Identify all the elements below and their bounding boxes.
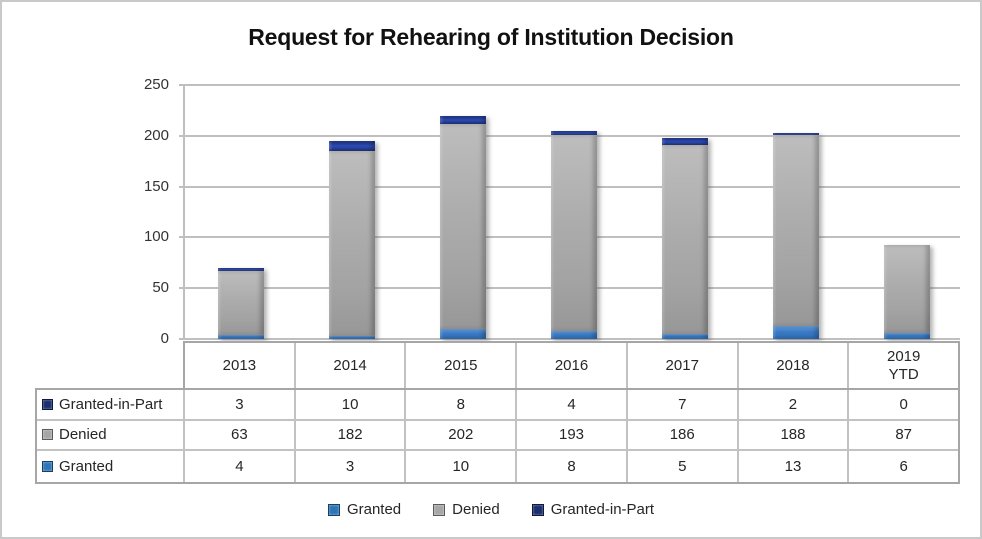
bar-segment-granted-in-part bbox=[661, 137, 708, 145]
bar-segment-denied bbox=[217, 270, 264, 335]
table-value-cell: 87 bbox=[895, 426, 913, 444]
bar-2015 bbox=[439, 115, 486, 339]
bar-segment-denied bbox=[772, 134, 819, 326]
table-row-denied: Denied 63 182 202 193 186 188 87 bbox=[37, 420, 958, 452]
bar-2018 bbox=[772, 132, 819, 339]
table-value-cell: 6 bbox=[899, 458, 908, 476]
table-value-cell: 7 bbox=[628, 390, 739, 419]
bar-segment-denied bbox=[550, 134, 597, 331]
row-label-cell: Granted-in-Part bbox=[37, 390, 185, 419]
table-value-cell: 63 bbox=[185, 420, 296, 450]
bar-segment-granted-in-part bbox=[550, 130, 597, 135]
plot-area: 0 50 100 150 200 250 bbox=[144, 76, 960, 347]
chart-title: Request for Rehearing of Institution Dec… bbox=[248, 24, 734, 50]
table-value-cell: 8 bbox=[406, 390, 518, 419]
legend-item-denied: Denied bbox=[433, 501, 500, 518]
row-label: Denied bbox=[59, 426, 107, 444]
gridline-0 bbox=[179, 338, 960, 340]
legend-item-granted: Granted bbox=[327, 501, 402, 518]
bar-segment-granted bbox=[439, 328, 486, 339]
bar-segment-granted bbox=[217, 334, 264, 339]
series-key-icon bbox=[42, 429, 53, 441]
table-row-granted-in-part: Granted-in-Part 3 10 8 4 7 2 0 bbox=[37, 390, 958, 421]
year-header-cell: 2019 YTD bbox=[886, 348, 921, 383]
year-header-cell: 2014 bbox=[296, 343, 407, 388]
table-value-cell: 10 bbox=[406, 451, 518, 482]
table-value-cell: 182 bbox=[296, 420, 407, 450]
row-label-cell: Granted bbox=[37, 451, 185, 482]
gridline-250 bbox=[179, 84, 960, 86]
y-axis-tick-label: 50 bbox=[152, 279, 169, 297]
table-value-cell: 3 bbox=[185, 390, 296, 419]
bar-segment-granted-in-part bbox=[772, 132, 819, 135]
table-value-cell: 193 bbox=[517, 420, 628, 450]
legend-label: Denied bbox=[452, 501, 500, 518]
y-axis-tick-label: 250 bbox=[143, 76, 169, 93]
table-value-cell: 8 bbox=[517, 451, 628, 482]
bar-segment-granted bbox=[661, 333, 708, 339]
year-header-cell: 2017 bbox=[628, 343, 739, 388]
row-label: Granted bbox=[59, 458, 114, 476]
series-key-icon bbox=[42, 461, 53, 473]
legend-key-icon bbox=[433, 503, 446, 516]
data-table-header-row: 2013 2014 2015 2016 2017 2018 2019 YTD bbox=[183, 341, 960, 390]
table-value-cell: 3 bbox=[296, 451, 407, 482]
data-table-body: Granted-in-Part 3 10 8 4 7 2 0 Denied 63 182 202 193… bbox=[35, 388, 960, 484]
y-axis-tick-label: 0 bbox=[160, 330, 169, 347]
table-value-cell: 10 bbox=[296, 390, 407, 419]
table-row-granted: Granted 4 3 10 8 5 13 6 bbox=[37, 451, 958, 482]
table-value-cell: 13 bbox=[739, 451, 850, 482]
legend-key-icon bbox=[531, 503, 544, 516]
bar-segment-granted-in-part bbox=[217, 267, 264, 271]
series-key-icon bbox=[42, 398, 53, 410]
legend-label: Granted bbox=[346, 501, 402, 518]
bar-segment-granted bbox=[772, 325, 819, 339]
year-header-cell: 2013 bbox=[185, 343, 296, 388]
bar-segment-granted bbox=[328, 335, 375, 339]
bar-2014 bbox=[328, 140, 375, 339]
year-header-cell: 2016 bbox=[517, 343, 628, 388]
bar-2016 bbox=[550, 130, 597, 339]
table-value-cell: 4 bbox=[517, 390, 628, 419]
table-value-cell: 188 bbox=[739, 420, 850, 450]
bar-segment-denied bbox=[439, 123, 486, 329]
y-axis-tick-label: 150 bbox=[143, 177, 169, 195]
bar-2019-ytd bbox=[883, 244, 930, 339]
bar-segment-granted bbox=[550, 330, 597, 339]
chart-legend: Granted Denied Granted-in-Part bbox=[2, 501, 980, 518]
table-value-cell: 186 bbox=[628, 420, 739, 450]
bar-segment-granted bbox=[883, 332, 930, 339]
bar-2017 bbox=[661, 137, 708, 339]
legend-item-granted-in-part: Granted-in-Part bbox=[531, 501, 655, 518]
bar-segment-denied bbox=[328, 151, 375, 336]
year-header-cell: 2015 bbox=[406, 343, 518, 388]
y-axis-tick-label: 100 bbox=[143, 228, 169, 246]
y-axis-tick-label: 200 bbox=[143, 126, 169, 144]
legend-key-icon bbox=[327, 503, 340, 516]
legend-label: Granted-in-Part bbox=[550, 501, 655, 518]
bar-segment-granted-in-part bbox=[328, 140, 375, 152]
bar-segment-denied bbox=[661, 144, 708, 334]
bar-segment-granted-in-part bbox=[439, 115, 486, 124]
row-label-cell: Denied bbox=[37, 420, 185, 450]
bar-2013 bbox=[217, 267, 264, 339]
table-value-cell: 0 bbox=[899, 395, 908, 413]
table-value-cell: 2 bbox=[739, 390, 850, 419]
table-value-cell: 5 bbox=[628, 451, 739, 482]
table-value-cell: 202 bbox=[406, 420, 518, 450]
year-header-cell: 2018 bbox=[739, 343, 850, 388]
table-value-cell: 4 bbox=[185, 451, 296, 482]
bar-segment-denied bbox=[883, 244, 930, 333]
row-label: Granted-in-Part bbox=[59, 395, 163, 413]
